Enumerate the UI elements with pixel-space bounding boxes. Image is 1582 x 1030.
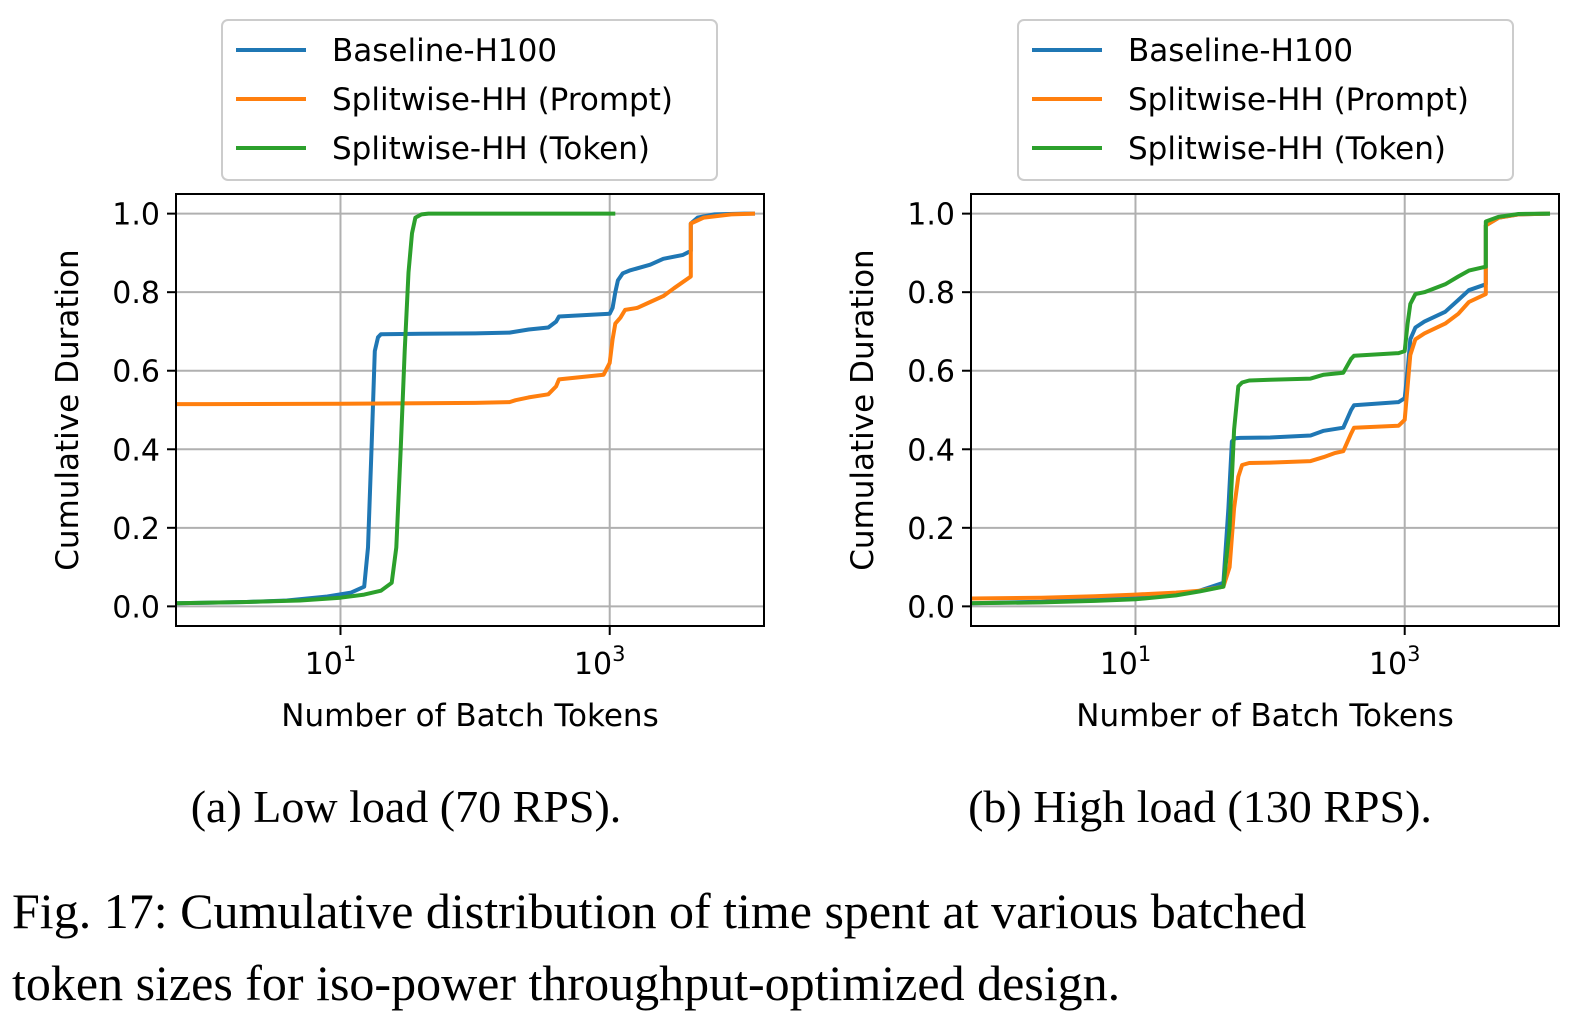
figure-caption-line-1: Fig. 17: Cumulative distribution of time…: [12, 883, 1306, 939]
series-line-splitwise-hh-token: [176, 211, 616, 606]
y-axis-label: Cumulative Duration: [845, 249, 881, 570]
legend-label-baseline-h100: Baseline-H100: [1128, 33, 1353, 69]
x-axis-label: Number of Batch Tokens: [1076, 698, 1453, 734]
y-axis-label: Cumulative Duration: [50, 249, 86, 570]
x-tick-label: 103: [574, 642, 626, 682]
legend-label-baseline-h100: Baseline-H100: [332, 33, 557, 69]
figure-caption-line-2: token sizes for iso-power throughput-opt…: [12, 955, 1120, 1011]
y-tick-label: 0.0: [112, 590, 160, 625]
chart-panel-b: 0.0 0.2 0.4 0.6 0.8 1.0 101 103 Number of Batch …: [845, 19, 1560, 832]
legend-box: [221, 19, 718, 181]
chart-panel-a: 0.0 0.2 0.4 0.6 0.8 1.0 101 103 Number of Batch …: [50, 19, 765, 832]
series-group: [176, 211, 756, 606]
y-tick-label: 0.0: [907, 590, 955, 625]
legend-label-splitwise-hh-token: Splitwise-HH (Token): [332, 131, 650, 167]
subcaption: (b) High load (130 RPS).: [968, 781, 1432, 832]
x-axis-label: Number of Batch Tokens: [281, 698, 658, 734]
chart-panels: 0.0 0.2 0.4 0.6 0.8 1.0 101 103 Number of Batch …: [50, 19, 1560, 832]
y-tick-label: 0.6: [112, 355, 160, 390]
series-group: [971, 211, 1551, 606]
legend: Baseline-H100 Splitwise-HH (Prompt) Splitw…: [221, 19, 718, 181]
y-tick-label: 0.2: [112, 512, 160, 547]
grid: [971, 194, 1559, 626]
series-line-baseline-h100: [176, 211, 755, 606]
plot-frame: [970, 193, 1560, 627]
legend: Baseline-H100 Splitwise-HH (Prompt) Splitw…: [1017, 19, 1514, 181]
legend-label-splitwise-hh-token: Splitwise-HH (Token): [1128, 131, 1446, 167]
y-tick-label: 0.2: [907, 512, 955, 547]
y-tick-label: 1.0: [112, 198, 160, 233]
x-tick-label: 101: [305, 642, 357, 682]
y-tick-label: 0.6: [907, 355, 955, 390]
x-tick-label: 103: [1369, 642, 1421, 682]
y-tick-label: 0.8: [907, 276, 955, 311]
legend-label-splitwise-hh-prompt: Splitwise-HH (Prompt): [1128, 82, 1469, 118]
x-tick-label: 101: [1100, 642, 1152, 682]
y-tick-label: 0.8: [112, 276, 160, 311]
legend-box: [1017, 19, 1514, 181]
y-tick-label: 0.4: [907, 433, 955, 468]
series-line-splitwise-hh-prompt: [176, 211, 756, 407]
grid: [176, 194, 764, 626]
y-tick-label: 1.0: [907, 198, 955, 233]
plot-frame: [175, 193, 765, 627]
subcaption: (a) Low load (70 RPS).: [191, 781, 622, 832]
y-tick-label: 0.4: [112, 433, 160, 468]
series-line-splitwise-hh-prompt: [971, 211, 1551, 601]
legend-label-splitwise-hh-prompt: Splitwise-HH (Prompt): [332, 82, 673, 118]
series-line-splitwise-hh-token: [971, 211, 1551, 606]
